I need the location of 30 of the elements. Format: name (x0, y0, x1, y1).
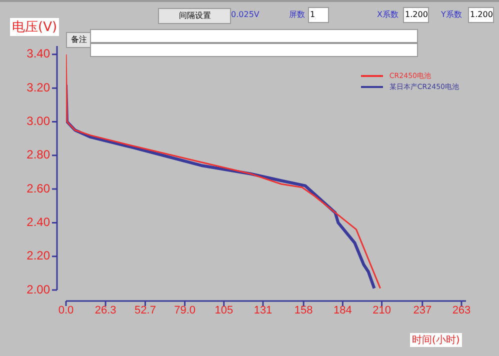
x-tick-label: 263 (452, 304, 471, 317)
y-tick-label: 3.00 (26, 114, 50, 128)
y-tick-label: 2.20 (26, 248, 50, 263)
x-tick-label: 79.0 (174, 304, 196, 317)
x-tick-label: 184 (334, 304, 352, 317)
x-tick-label: 131 (254, 304, 272, 317)
text: 备注 (66, 32, 91, 48)
y-tick-label: 2.60 (26, 181, 50, 196)
y-axis-title: 电压(V) (10, 18, 60, 36)
y-tick-label: 2.00 (26, 282, 50, 296)
text: 1.200 (468, 7, 494, 23)
x-tick-label: 158 (294, 304, 313, 317)
x-tick-label: 0.0 (58, 304, 74, 317)
y-tick-label: 2.40 (26, 215, 50, 229)
text: 1.200 (403, 7, 429, 23)
y-tick-label: 3.20 (26, 80, 50, 94)
x-tick-label: 237 (413, 304, 432, 317)
text: 0.025V (230, 9, 260, 21)
x-axis-title: 时间(小时) (410, 333, 462, 347)
x-tick-label: 105 (214, 304, 234, 317)
x-tick-label: 52.7 (134, 304, 156, 317)
y-tick-label: 3.40 (26, 46, 50, 61)
y-tick-label: 2.80 (26, 148, 50, 162)
text: 1 (308, 7, 329, 23)
text: X系数 (376, 9, 400, 21)
text: 屏数 (288, 9, 306, 21)
text: 间隔设置 (158, 8, 231, 24)
text: Y系数 (440, 9, 463, 21)
x-tick-label: 210 (372, 304, 391, 317)
x-tick-label: 26.3 (94, 304, 116, 317)
